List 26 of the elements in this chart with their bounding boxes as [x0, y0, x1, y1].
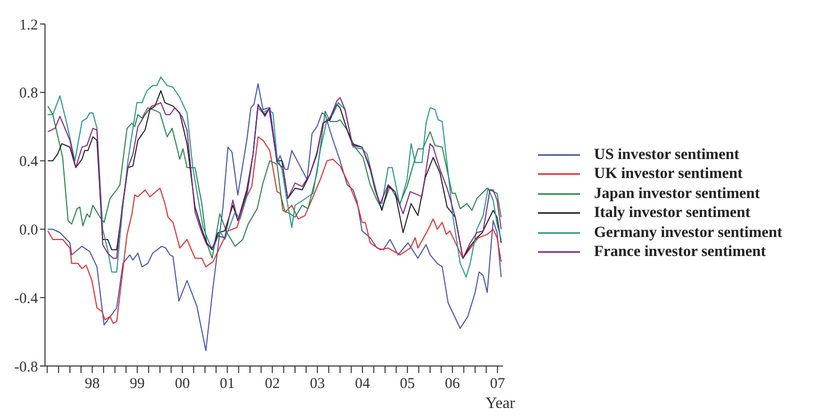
legend-label: Japan investor sentiment [594, 184, 760, 203]
y-tick-label: 0.8 [19, 86, 38, 102]
legend-label: Germany investor sentiment [594, 224, 782, 242]
x-tick-label: 06 [444, 376, 460, 392]
line-series [47, 136, 502, 324]
x-tick-label: 04 [354, 376, 370, 392]
legend-label: Italy investor sentiment [594, 204, 750, 222]
x-tick-label: 03 [310, 376, 325, 392]
x-tick-label: 01 [220, 376, 235, 392]
x-axis-title: Year [486, 395, 516, 412]
y-tick-label: 0.4 [19, 154, 38, 170]
legend-label: US investor sentiment [594, 146, 740, 164]
line-series [47, 83, 502, 352]
legend-label: UK investor sentiment [594, 165, 743, 184]
y-tick-label: -0.8 [14, 359, 38, 376]
x-tick-label: 99 [130, 376, 145, 392]
y-tick-label: 0.0 [19, 222, 38, 239]
x-tick-label: 07 [490, 376, 506, 392]
legend-label: France investor sentiment [594, 243, 766, 262]
y-tick-label: 1.2 [19, 17, 38, 34]
line-series [47, 76, 502, 278]
x-tick-label: 02 [264, 376, 280, 392]
x-tick-label: 00 [174, 376, 190, 392]
x-tick-label: 05 [400, 376, 415, 392]
y-tick-label: -0.4 [14, 290, 38, 307]
x-tick-label: 98 [84, 376, 100, 392]
